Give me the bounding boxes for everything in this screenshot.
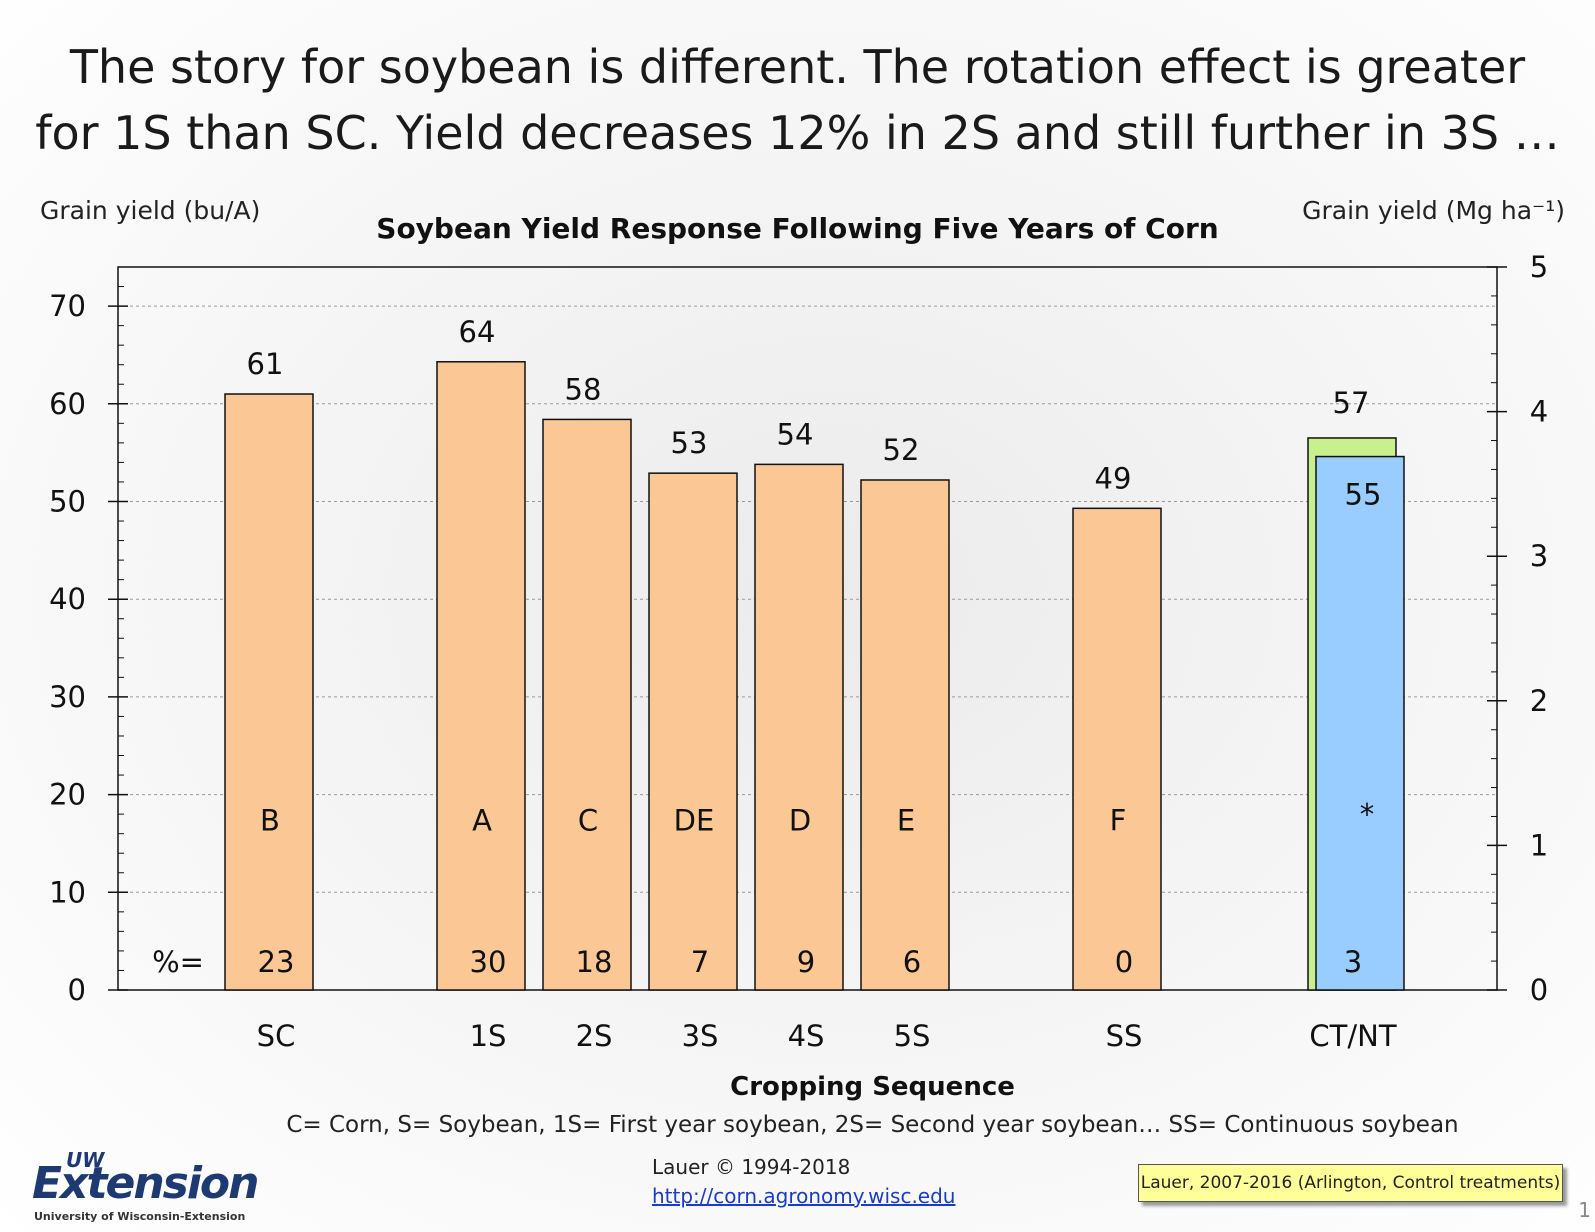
bar-value-label-3s: 53 [671, 426, 708, 460]
percent-label-3s: 7 [691, 945, 709, 979]
percent-label-2s: 18 [576, 945, 613, 979]
percent-label-ctnt: 3 [1344, 945, 1362, 979]
percent-label-4s: 9 [797, 945, 815, 979]
significance-letter-5s: E [897, 804, 915, 838]
x-tick-label-2s: 2S [576, 1019, 613, 1053]
website-link[interactable]: http://corn.agronomy.wisc.edu [652, 1184, 956, 1208]
percent-label-sc: 23 [258, 945, 295, 979]
y-axis-left-title: Grain yield (bu/A) [40, 196, 261, 225]
slide-title: The story for soybean is different. The … [0, 34, 1595, 166]
y-left-tick-label: 30 [49, 680, 86, 714]
bar-value-label-ss: 49 [1095, 461, 1132, 495]
x-axis-title: Cropping Sequence [730, 1072, 1015, 1102]
x-tick-label-sc: SC [257, 1019, 296, 1053]
bar-5s [860, 479, 950, 991]
abbreviation-note: C= Corn, S= Soybean, 1S= First year soyb… [286, 1112, 1459, 1138]
percent-label-ss: 0 [1115, 945, 1133, 979]
significance-letter-1s: A [472, 804, 492, 838]
y-right-tick-label: 4 [1530, 395, 1548, 429]
bar-sc [224, 393, 314, 991]
bar-value-label-nt: 55 [1345, 478, 1382, 512]
y-left-tick-label: 20 [49, 778, 86, 812]
chart-title: Soybean Yield Response Following Five Ye… [376, 212, 1219, 245]
slide-title-line-1: The story for soybean is different. The … [69, 40, 1526, 94]
significance-marker-ctnt: * [1360, 798, 1375, 832]
y-left-tick-label: 0 [68, 973, 86, 1007]
bar-3s [648, 472, 738, 991]
source-note: Lauer, 2007-2016 (Arlington, Control tre… [1138, 1164, 1563, 1202]
copyright-credit: Lauer © 1994-2018 [652, 1155, 851, 1179]
significance-letter-ss: F [1110, 804, 1127, 838]
significance-letter-2s: C [578, 804, 598, 838]
percent-label-1s: 30 [470, 945, 507, 979]
bar-value-label-4s: 54 [777, 417, 814, 451]
bar-2s [542, 418, 632, 991]
bar-value-label-5s: 52 [883, 433, 920, 467]
y-left-tick-label: 70 [49, 289, 86, 323]
y-right-tick-label: 2 [1530, 684, 1548, 718]
bar-value-label-2s: 58 [565, 372, 602, 406]
slide-number: 1 [1578, 1198, 1591, 1222]
significance-letter-4s: D [789, 804, 811, 838]
y-left-tick-label: 50 [49, 484, 86, 518]
x-tick-label-ctnt: CT/NT [1309, 1019, 1396, 1053]
bar-value-label-sc: 61 [247, 347, 284, 381]
logo-uw-text: UW [66, 1148, 105, 1172]
y-left-tick-label: 60 [49, 387, 86, 421]
bar-value-label-ct: 57 [1333, 386, 1370, 420]
y-axis-right-title: Grain yield (Mg ha⁻¹) [1302, 196, 1565, 225]
bar-1s [436, 361, 526, 991]
logo-subtitle: University of Wisconsin-Extension [34, 1210, 246, 1223]
y-right-tick-label: 5 [1530, 250, 1548, 284]
logo-extension-text: Extension [32, 1158, 259, 1209]
percent-prefix-label: %= [152, 945, 204, 979]
significance-letter-3s: DE [674, 804, 715, 838]
bar-value-label-1s: 64 [459, 315, 496, 349]
bar-chart: 010203040506070012345%=61B23SC64A301S58C… [49, 250, 1548, 1053]
x-tick-label-3s: 3S [682, 1019, 719, 1053]
y-right-tick-label: 3 [1530, 539, 1548, 573]
significance-letter-sc: B [260, 804, 280, 838]
y-right-tick-label: 0 [1530, 973, 1548, 1007]
y-right-tick-label: 1 [1530, 828, 1548, 862]
slide-title-line-2: for 1S than SC. Yield decreases 12% in 2… [35, 106, 1560, 160]
x-tick-label-ss: SS [1106, 1019, 1143, 1053]
x-tick-label-1s: 1S [470, 1019, 507, 1053]
x-tick-label-5s: 5S [894, 1019, 931, 1053]
uw-extension-logo: UW Extension University of Wisconsin-Ext… [32, 1148, 259, 1226]
percent-label-5s: 6 [903, 945, 921, 979]
y-left-tick-label: 40 [49, 582, 86, 616]
bar-4s [754, 463, 844, 991]
bar-ss [1072, 507, 1162, 991]
bar-nt [1315, 455, 1405, 991]
x-tick-label-4s: 4S [788, 1019, 825, 1053]
y-left-tick-label: 10 [49, 875, 86, 909]
